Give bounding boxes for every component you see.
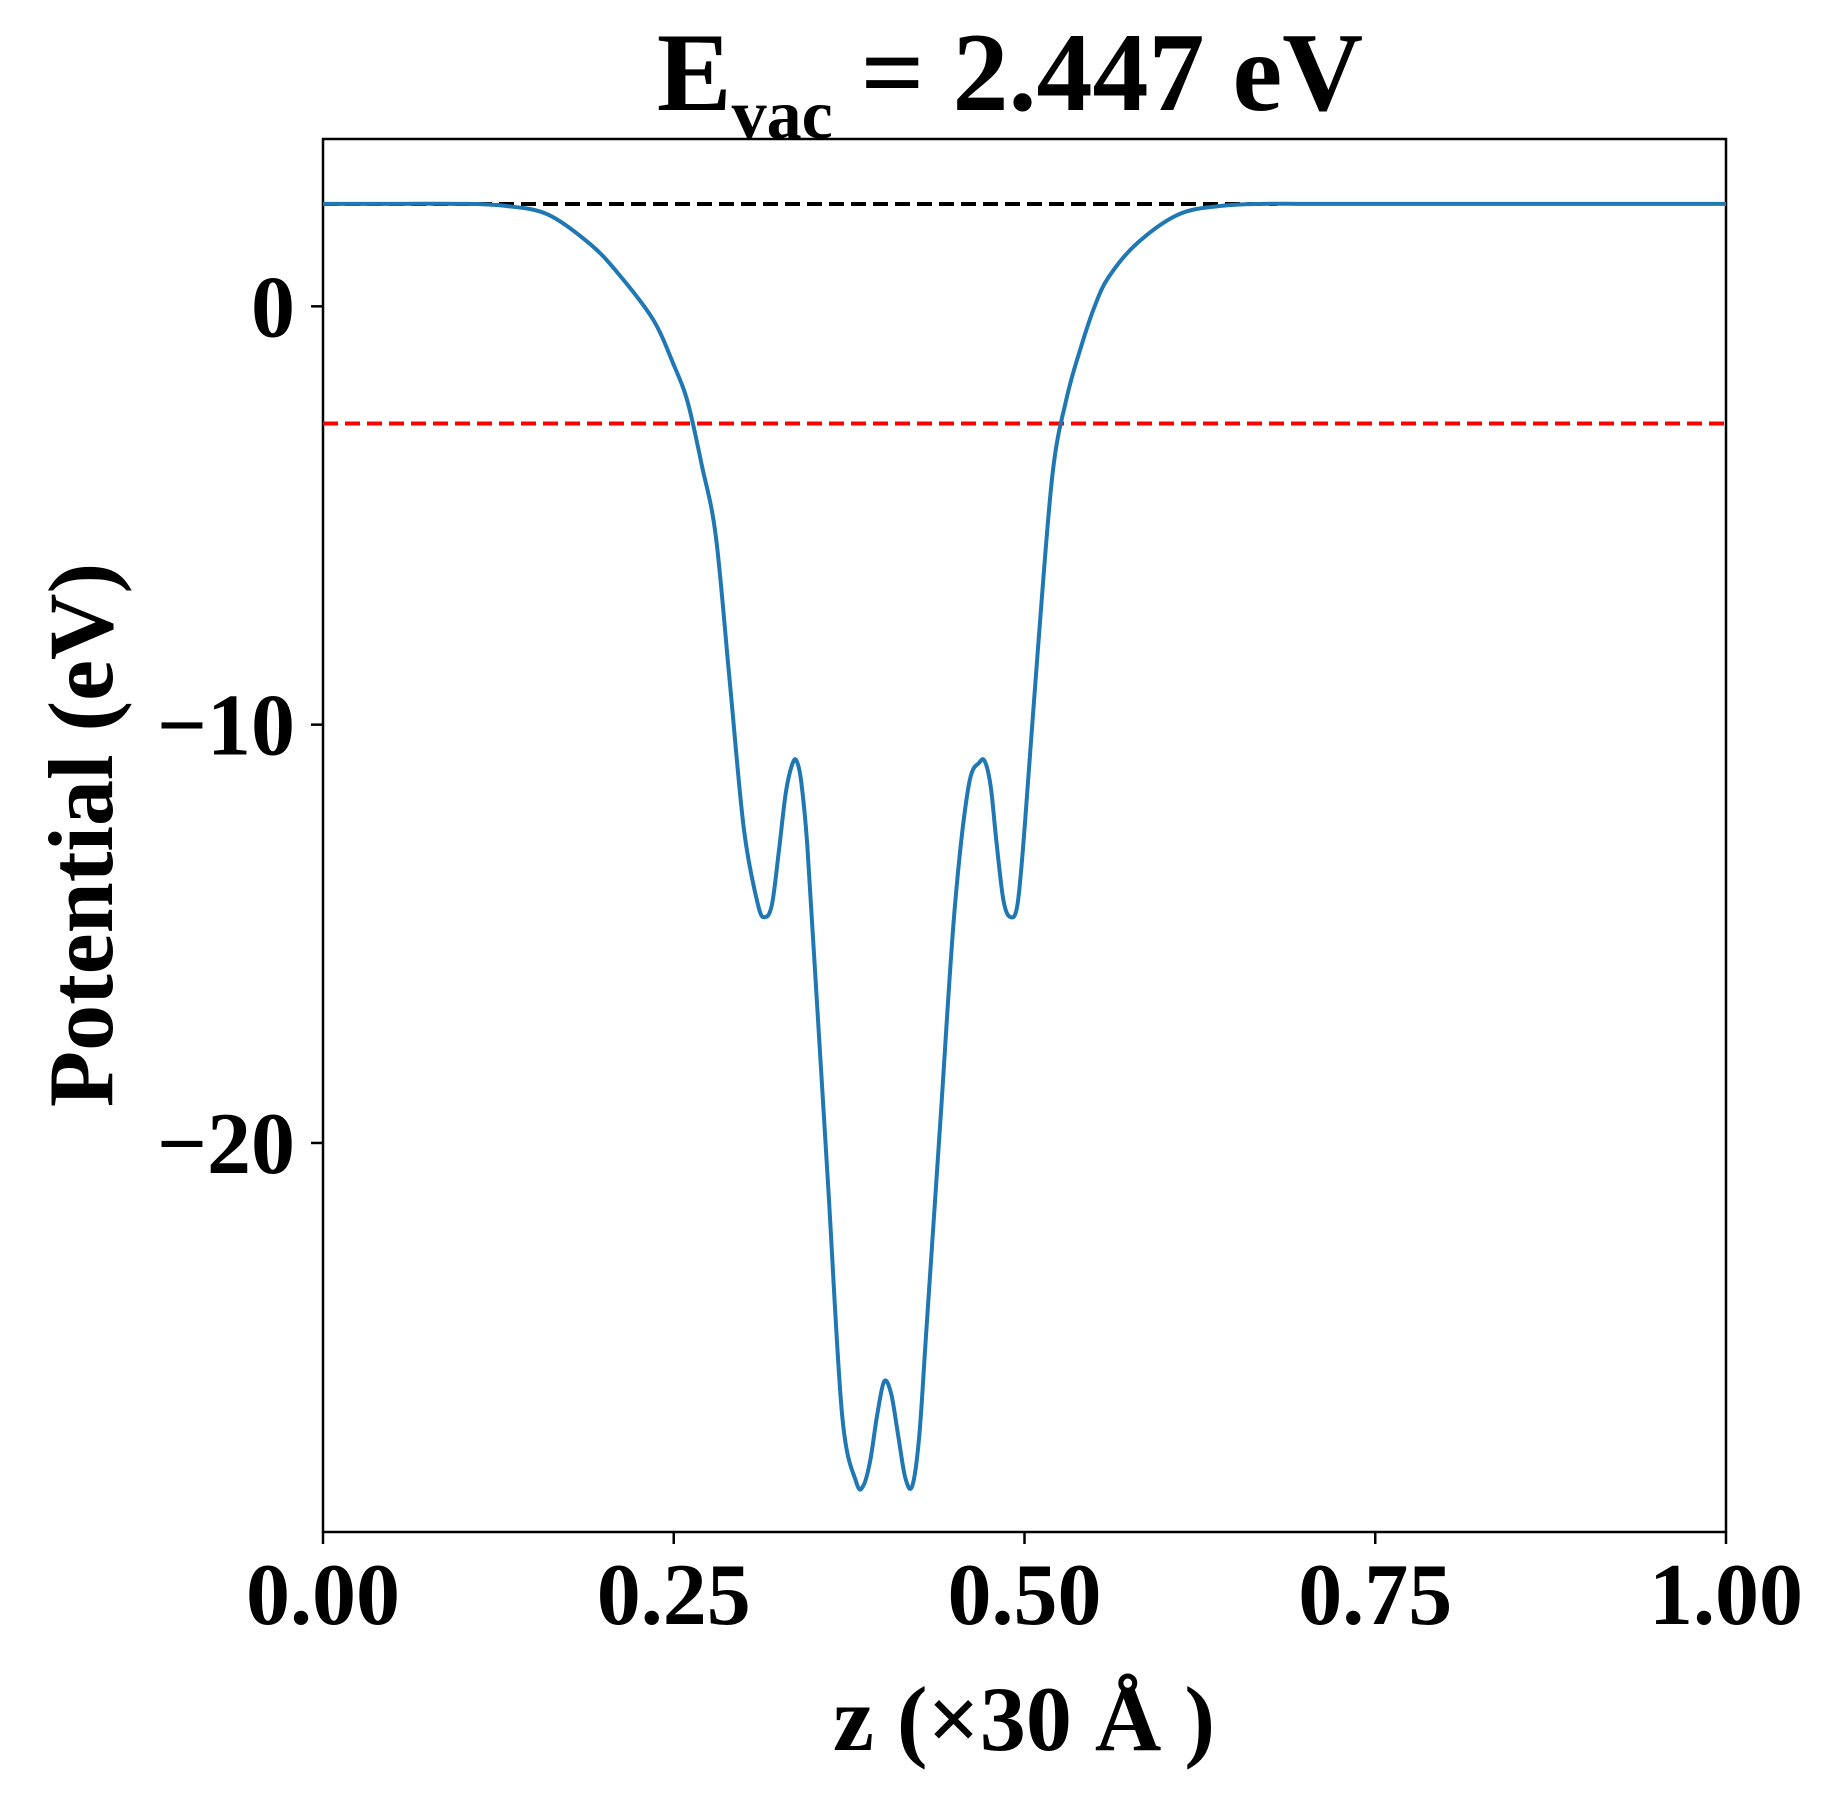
x-tick-label: 0.25 [597,1547,751,1644]
potential-series-line [323,201,1726,1492]
y-axis-ticks: 0 −10 −20 [157,259,323,1193]
x-tick-label: 0.75 [1298,1547,1452,1644]
x-tick-label: 1.00 [1649,1547,1803,1644]
chart-title-subscript: vac [732,77,833,154]
x-tick-label: 0.00 [246,1547,400,1644]
x-axis-ticks: 0.00 0.25 0.50 0.75 1.00 [246,1532,1803,1644]
y-tick-label: −10 [157,678,295,775]
reference-lines [323,201,1726,426]
chart-title: Evac = 2.447 eV [657,11,1363,154]
y-tick-label: 0 [251,259,295,356]
chart-title-main: E [657,11,732,135]
y-tick-label: −20 [157,1096,295,1193]
y-axis-label: Potential (eV) [30,563,132,1107]
x-tick-label: 0.50 [948,1547,1102,1644]
x-axis-label: z (×30 Å ) [833,1668,1215,1770]
chart-title-rest: = 2.447 eV [833,11,1363,135]
